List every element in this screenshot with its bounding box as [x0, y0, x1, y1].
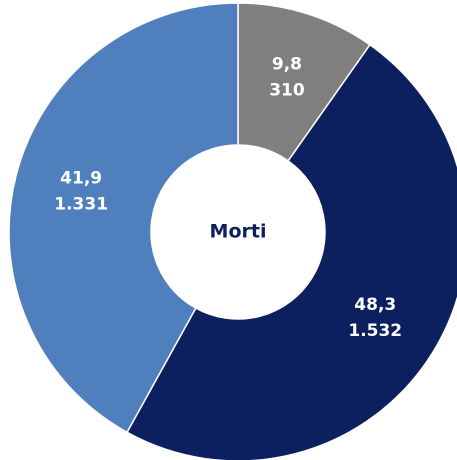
percent-label: 41,9: [60, 168, 102, 188]
percent-label: 9,8: [272, 55, 302, 75]
value-label: 1.331: [54, 194, 108, 214]
donut-slice: [237, 2, 371, 162]
chart-title: Morti: [210, 221, 267, 243]
donut-slice: [8, 2, 239, 434]
percent-label: 48,3: [354, 295, 396, 315]
donut-slice: [125, 43, 457, 460]
value-label: 310: [269, 81, 305, 101]
value-label: 1.532: [348, 321, 402, 341]
